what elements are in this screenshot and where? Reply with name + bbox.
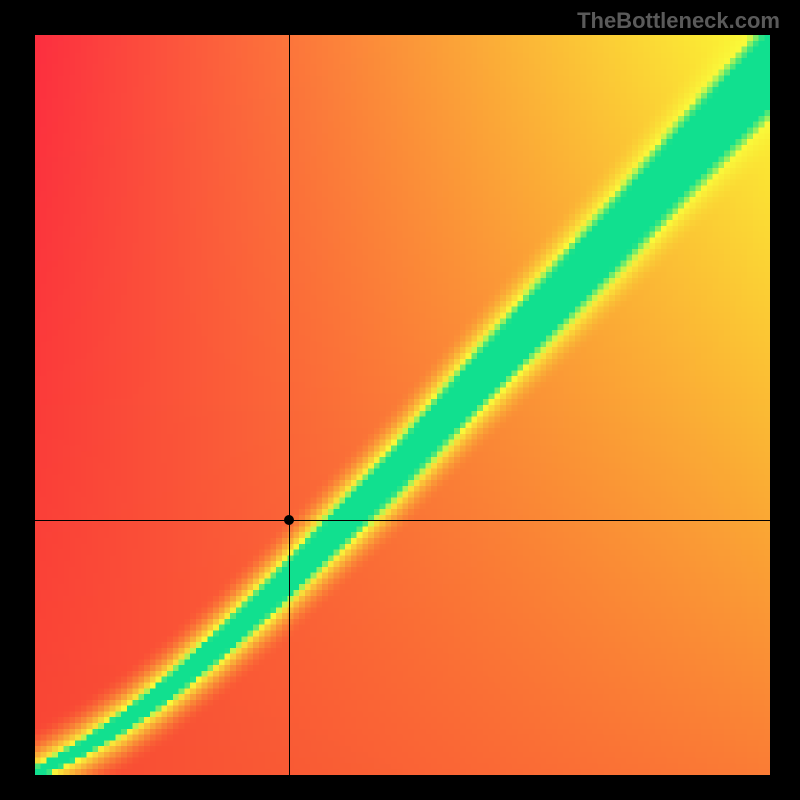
crosshair-vertical bbox=[289, 35, 290, 775]
crosshair-marker bbox=[284, 515, 294, 525]
watermark: TheBottleneck.com bbox=[577, 8, 780, 34]
heatmap-plot bbox=[35, 35, 770, 775]
crosshair-horizontal bbox=[35, 520, 770, 521]
chart-container: TheBottleneck.com bbox=[0, 0, 800, 800]
heatmap-canvas bbox=[35, 35, 770, 775]
